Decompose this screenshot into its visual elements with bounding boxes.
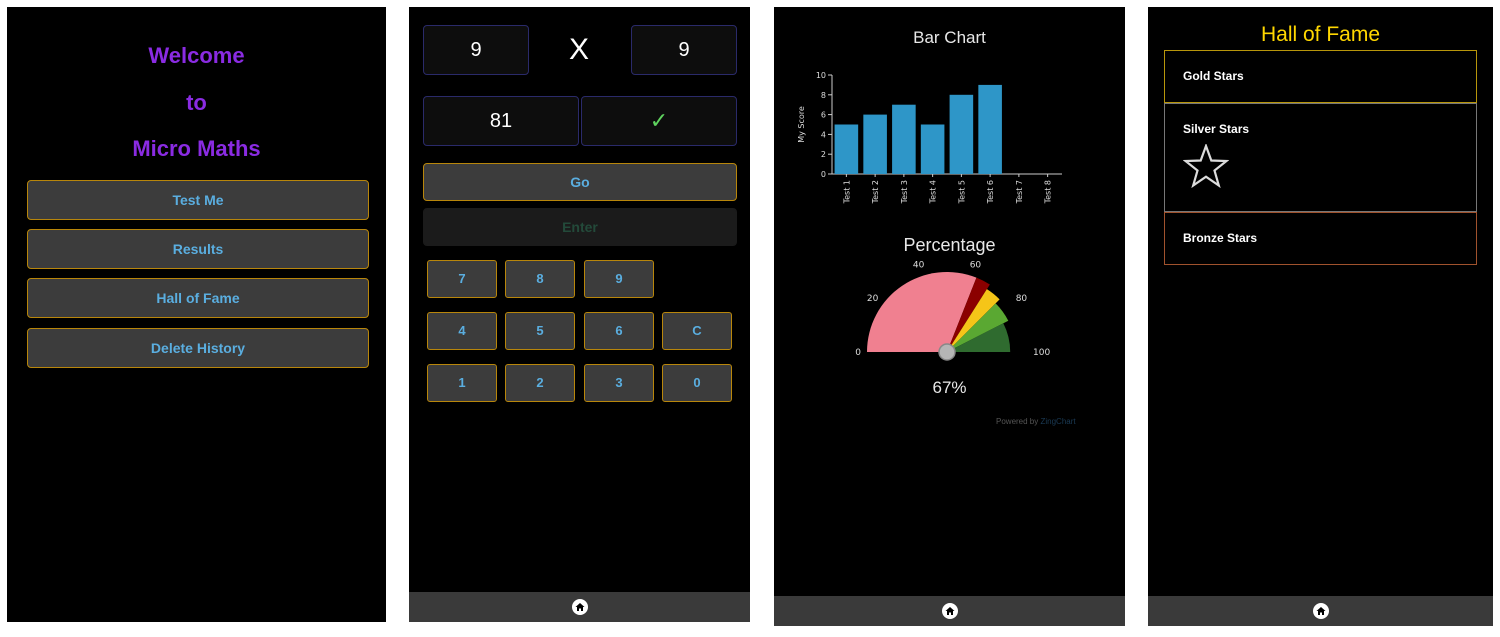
y-tick-label: 8 [821,91,826,100]
y-tick-label: 2 [821,150,826,159]
footer-bar [774,596,1125,626]
key-3[interactable]: 3 [584,364,654,402]
welcome-title-line-2: to [186,90,207,115]
go-button[interactable]: Go [423,163,737,201]
home-icon[interactable] [941,603,958,619]
bar [978,84,1002,174]
gold-stars-item[interactable]: Gold Stars [1164,50,1477,103]
bar [920,124,945,174]
key-2[interactable]: 2 [505,364,575,402]
welcome-title-line-3: Micro Maths [132,136,261,161]
x-tick-label: Test 5 [957,180,966,204]
gold-stars-label: Gold Stars [1183,69,1244,83]
percentage-gauge: 0 20 40 60 80 100 [855,261,1050,361]
silver-star-icon [1183,144,1229,188]
gauge-tick-label: 60 [970,261,982,271]
welcome-screen: Welcome to Micro Maths Test Me Results H… [7,7,386,622]
gauge-tick-label: 100 [1033,348,1050,358]
bar-chart-title: Bar Chart [913,28,986,47]
footer-bar [409,592,750,622]
bar [863,114,887,174]
key-6[interactable]: 6 [584,312,654,350]
gauge-tick-label: 0 [855,348,861,358]
gauge-pink-segment [867,272,977,352]
bronze-stars-item[interactable]: Bronze Stars [1164,212,1477,265]
key-0[interactable]: 0 [662,364,732,402]
gauge-value-label: 67% [932,378,967,397]
key-1[interactable]: 1 [427,364,497,402]
answer-field[interactable]: 81 [423,96,579,146]
gauge-yellow-segment [947,289,1000,352]
bar-chart: 0 2 4 6 8 10 My Score Test 1 Test 2 Test 3 Test 4 T… [797,71,1062,204]
bar [834,124,859,174]
powered-by: Powered by ZingChart [996,417,1076,426]
test-me-button[interactable]: Test Me [27,180,369,220]
bar [949,94,974,174]
welcome-title-line-1: Welcome [148,43,245,68]
gauge-tick-label: 40 [913,261,925,271]
key-7[interactable]: 7 [427,260,497,298]
hall-of-fame-screen: Hall of Fame Gold Stars Silver Stars Bro… [1148,7,1493,626]
key-clear[interactable]: C [662,312,732,350]
x-tick-label: Test 2 [871,180,880,204]
hall-of-fame-title: Hall of Fame [1260,23,1381,46]
home-icon[interactable] [571,599,588,615]
correct-check-icon: ✓ [581,96,737,146]
silver-stars-item[interactable]: Silver Stars [1164,103,1477,212]
gauge-tick-label: 80 [1016,294,1028,304]
zingchart-link[interactable]: ZingChart [1040,417,1076,426]
hall-of-fame-button[interactable]: Hall of Fame [27,278,369,318]
home-icon[interactable] [1312,603,1329,619]
key-8[interactable]: 8 [505,260,575,298]
gauge-tick-label: 20 [867,294,879,304]
y-axis-label: My Score [797,106,806,143]
y-tick-label: 6 [821,111,826,120]
x-tick-label: Test 7 [1015,180,1024,204]
delete-history-button[interactable]: Delete History [27,328,369,368]
footer-bar [1148,596,1493,626]
y-tick-label: 0 [821,170,826,179]
x-tick-label: Test 8 [1044,180,1053,204]
key-9[interactable]: 9 [584,260,654,298]
results-screen: Bar Chart 0 2 4 6 8 10 My Score Test 1 Test 2 Tes… [774,7,1125,626]
gauge-title: Percentage [903,235,996,255]
x-tick-label: Test 6 [986,180,995,204]
gauge-green-segment [947,303,1009,352]
right-operand-field: 9 [631,25,737,75]
enter-button[interactable]: Enter [423,208,737,246]
x-tick-label: Test 4 [929,180,938,204]
y-tick-label: 4 [821,130,826,139]
gauge-red-segment [947,277,990,352]
left-operand-field: 9 [423,25,529,75]
y-tick-label: 10 [816,71,826,80]
gauge-dark-green-segment [947,323,1011,352]
key-4[interactable]: 4 [427,312,497,350]
bar [892,104,916,174]
key-5[interactable]: 5 [505,312,575,350]
powered-by-prefix: Powered by [996,417,1039,426]
gauge-needle-pivot [938,343,956,361]
multiply-operator: X [568,33,589,66]
results-button[interactable]: Results [27,229,369,269]
quiz-screen: 9 X 9 81 ✓ Go Enter 7 8 9 4 5 6 C 1 2 3 … [409,7,750,622]
silver-stars-label: Silver Stars [1183,122,1250,136]
x-tick-label: Test 1 [842,180,851,204]
x-tick-label: Test 3 [900,180,909,204]
bronze-stars-label: Bronze Stars [1183,231,1258,245]
